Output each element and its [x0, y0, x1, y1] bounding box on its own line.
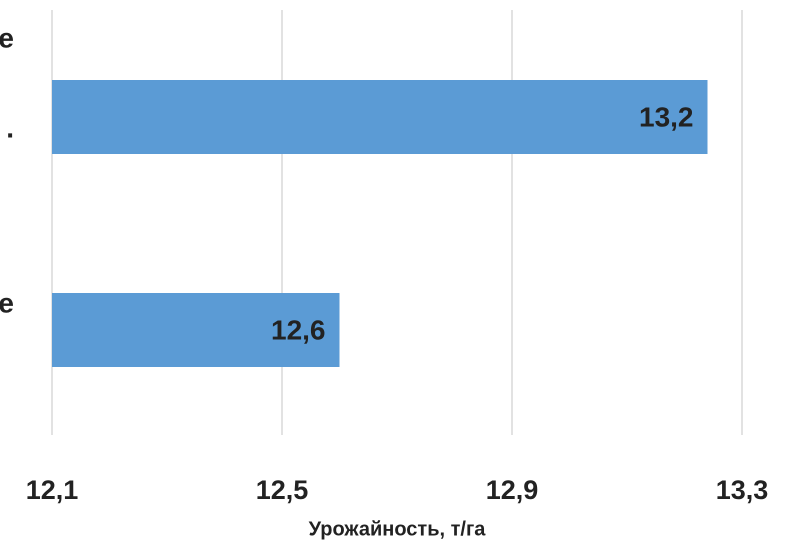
x-tick-label: 12,1 [26, 475, 79, 505]
x-tick-label: 13,3 [716, 475, 769, 505]
bar [52, 293, 340, 367]
x-tick-label: 12,5 [256, 475, 309, 505]
x-tick-label: 12,9 [486, 475, 539, 505]
data-label: 12,6 [271, 314, 326, 345]
x-axis-title: Урожайность, т/га [309, 518, 487, 540]
category-label: e [0, 22, 14, 53]
category-label: e [0, 287, 14, 318]
data-label: 13,2 [639, 101, 694, 132]
category-label: . [6, 112, 14, 143]
bar [52, 80, 708, 154]
